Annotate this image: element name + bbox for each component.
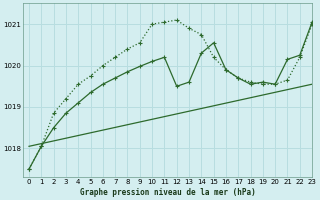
X-axis label: Graphe pression niveau de la mer (hPa): Graphe pression niveau de la mer (hPa) <box>80 188 255 197</box>
